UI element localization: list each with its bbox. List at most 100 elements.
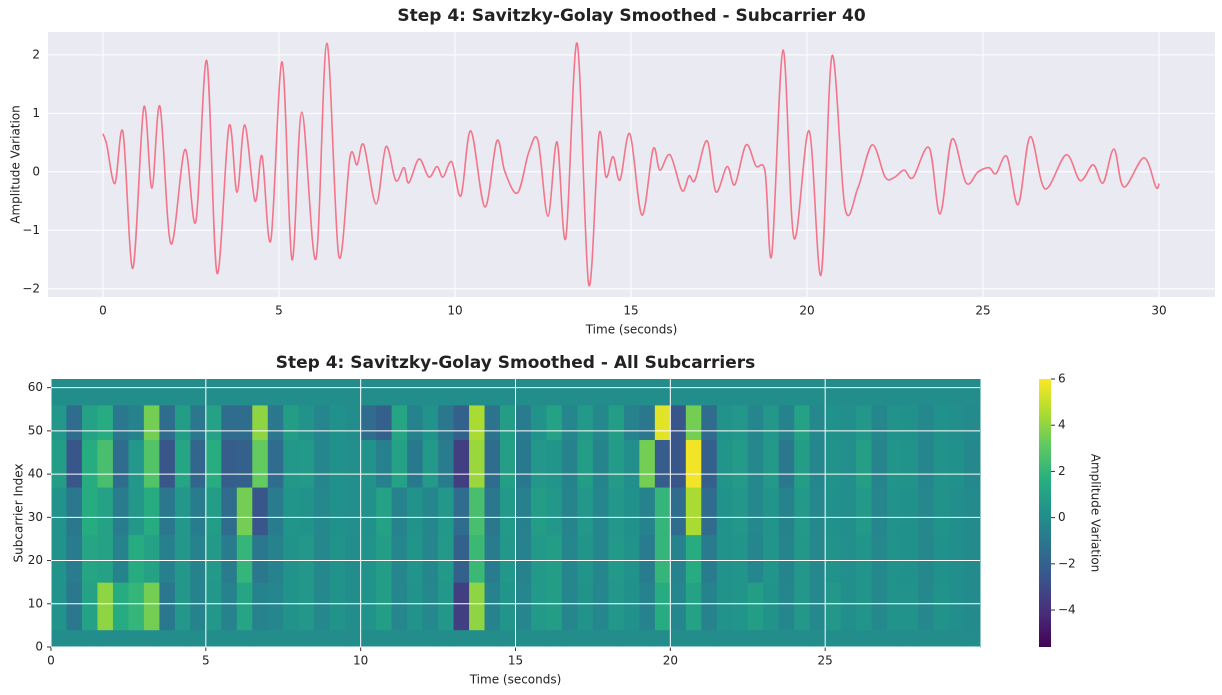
heatmap-cell [500,379,516,406]
heatmap-cell [825,439,842,488]
heatmap-cell [732,629,749,648]
heatmap-cell [747,487,764,536]
heatmap-cell [97,404,114,441]
heatmap-cell [143,582,160,631]
heatmap-cell [809,582,826,631]
heatmap-cell [732,487,749,536]
heatmap-cell [654,487,671,536]
heatmap-cell [670,582,687,631]
heatmap-cell [871,582,888,631]
heatmap-cell [66,629,83,648]
heatmap-cell [345,629,362,648]
heatmap-cell [670,629,687,648]
heatmap-cell [654,582,671,631]
heatmap-cell [577,629,594,648]
heatmap-cell [515,582,532,631]
heatmap-cell [654,439,671,488]
heatmap-cell [949,379,966,406]
heatmap-cell [933,379,950,406]
heatmap-cell [716,534,733,583]
heatmap-cell [639,404,656,441]
heatmap-cell [128,439,145,488]
heatmap-cell [918,379,935,406]
heatmap-cell [794,629,811,648]
heatmap-cell [190,629,207,648]
heatmap-cell [484,534,501,583]
heatmap-cell [66,534,83,583]
heatmap-cell [484,582,501,631]
heatmap-cell [856,534,873,583]
heatmap-cell [918,439,935,488]
heatmap-cell [143,534,160,583]
heatmap-cell [685,379,702,406]
heatmap-cell [190,439,207,488]
heatmap-cell [592,404,609,441]
heatmap-cell [794,487,811,536]
heatmap-cell [190,534,207,583]
heatmap-cell [329,582,346,631]
heatmap-cell [345,439,362,488]
heatmap-cell [778,439,795,488]
heatmap-cell [933,582,950,631]
heatmap-cell [391,404,408,441]
heatmap-cell [933,439,950,488]
heatmap-cell [608,534,625,583]
heatmap-cell [794,439,811,488]
heatmap-cell [267,379,284,406]
heatmap-cell [763,487,780,536]
heatmap-cell [763,439,780,488]
heatmap-cell [887,404,904,441]
heatmap-cell [236,487,253,536]
heatmap-cell [887,582,904,631]
heatmap-cell [453,534,470,583]
heatmap-cell [530,404,547,441]
heatmap-cell [422,487,439,536]
heatmap-cell [174,487,191,536]
heatmap-cell [670,439,687,488]
heatmap-cell [500,487,516,536]
heatmap-cell [205,629,222,648]
heatmap-cell [360,534,377,583]
heatmap-cell [964,582,981,631]
heatmap-cell [949,439,966,488]
heatmap-cell [778,487,795,536]
heatmap-cell [530,534,547,583]
heatmap-cell [112,629,129,648]
heatmap-cell [236,404,253,441]
heatmap-cell [159,404,176,441]
heatmap-cell [902,582,919,631]
heatmap-cell [345,534,362,583]
heatmap-cell [298,582,315,631]
heatmap-cell [716,582,733,631]
heatmap-cell [97,534,114,583]
heatmap-cell [438,582,455,631]
heatmap-cell [500,404,516,441]
heatmap-cell [794,582,811,631]
heatmap-cell [778,379,795,406]
heatmap-cell [438,379,455,406]
heatmap-cell [283,439,300,488]
heatmap-cell [918,629,935,648]
heatmap-cell [809,629,826,648]
heatmap-cell [221,582,238,631]
heatmap-cell [623,439,640,488]
heatmap-cell [128,582,145,631]
heatmap-cell [360,404,377,441]
heatmap-cell [236,534,253,583]
heatmap-cell [143,404,160,441]
x-axis-label: Time (seconds) [585,323,678,337]
heatmap-cell [51,404,67,441]
heatmap-cell [469,439,486,488]
heatmap-cell [685,582,702,631]
heatmap-cell [515,487,532,536]
heatmap-cell [763,582,780,631]
heatmap-cell [112,404,129,441]
heatmap-cell [592,629,609,648]
heatmap-cell [685,404,702,441]
heatmap-cell [577,379,594,406]
heatmap-cell [778,629,795,648]
heatmap-cell [360,629,377,648]
heatmap-cell [422,404,439,441]
heatmap-cell [112,379,129,406]
heatmap-cell [654,534,671,583]
